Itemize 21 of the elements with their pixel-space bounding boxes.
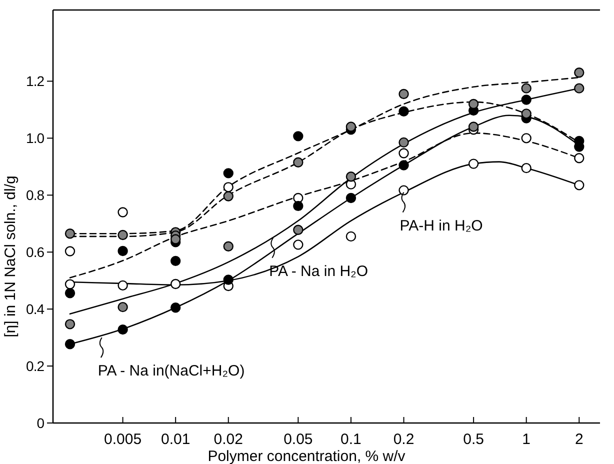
annotation: PA - Na in(NaCl+H₂O)	[98, 362, 245, 380]
y-tick-label: 0.4	[26, 300, 45, 317]
y-axis-title: [η] in 1N NaCl soln., dl/g	[2, 176, 19, 338]
annotation: PA-H in H₂O	[400, 217, 483, 234]
x-axis-title: Polymer concentration, % w/v	[208, 448, 406, 464]
x-tick-label: 0.005	[104, 431, 142, 448]
y-tick-label: 1.2	[26, 73, 45, 90]
y-tick-label: 0.6	[26, 244, 45, 260]
x-tick-label: 0.5	[463, 431, 484, 448]
x-tick-label: 1	[522, 431, 531, 448]
y-tick-label: 0	[36, 414, 45, 431]
x-tick-label: 0.1	[340, 431, 362, 448]
x-tick-label: 0.01	[160, 431, 190, 448]
x-tick-label: 2	[574, 431, 584, 448]
annotation: PA - Na in H₂O	[269, 262, 368, 280]
x-tick-label: 0.02	[214, 431, 243, 448]
x-tick-label: 0.2	[393, 431, 414, 448]
y-tick-label: 0.2	[26, 358, 45, 374]
y-tick-label: 1.0	[26, 130, 45, 146]
x-tick-label: 0.05	[284, 431, 313, 448]
y-tick-label: 0.8	[26, 187, 45, 204]
